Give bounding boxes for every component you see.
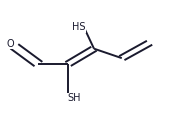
Text: O: O xyxy=(7,39,14,49)
Text: SH: SH xyxy=(67,93,80,103)
Text: HS: HS xyxy=(72,22,86,32)
